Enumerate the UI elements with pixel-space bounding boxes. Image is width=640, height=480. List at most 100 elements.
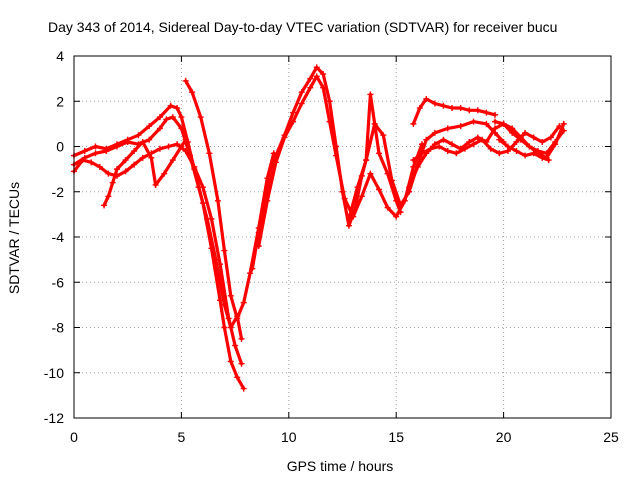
data-point <box>131 161 138 168</box>
data-point <box>363 157 370 164</box>
data-point <box>418 150 425 157</box>
data-point <box>182 148 189 155</box>
data-point <box>487 145 494 152</box>
x-tick-label: 5 <box>178 429 186 445</box>
y-tick-label: -10 <box>44 365 64 381</box>
data-point <box>178 114 185 121</box>
data-point <box>449 105 456 112</box>
data-point <box>249 265 256 272</box>
data-point <box>124 138 131 145</box>
data-point <box>440 136 447 143</box>
data-point <box>479 136 486 143</box>
data-point <box>161 170 168 177</box>
series-track-4 <box>102 138 188 207</box>
data-point <box>513 148 520 155</box>
data-point <box>79 157 86 164</box>
data-point <box>530 150 537 157</box>
data-point <box>240 299 247 306</box>
data-point <box>326 98 333 105</box>
data-point <box>255 243 262 250</box>
data-point <box>376 150 383 157</box>
data-point <box>423 136 430 143</box>
data-point <box>281 134 288 141</box>
data-point <box>380 132 387 139</box>
data-point <box>397 202 404 209</box>
data-point <box>376 186 383 193</box>
y-axis-label: SDTVAR / TECUs <box>6 182 22 294</box>
data-point <box>492 125 499 132</box>
data-point <box>410 157 417 164</box>
data-point <box>232 342 239 349</box>
data-point <box>517 134 524 141</box>
grid-lines <box>74 56 611 418</box>
data-series <box>71 64 567 392</box>
data-point <box>163 116 170 123</box>
data-point <box>234 315 241 322</box>
data-point <box>148 154 155 161</box>
data-point <box>146 136 153 143</box>
data-point <box>178 143 185 150</box>
data-point <box>345 215 352 222</box>
data-point <box>393 213 400 220</box>
data-point <box>492 111 499 118</box>
y-tick-label: 4 <box>56 48 64 64</box>
data-point <box>109 179 116 186</box>
data-point <box>290 109 297 116</box>
data-point <box>139 154 146 161</box>
data-point <box>492 118 499 125</box>
data-point <box>113 166 120 173</box>
data-point <box>227 358 234 365</box>
data-point <box>320 71 327 78</box>
data-point <box>131 148 138 155</box>
data-point <box>189 89 196 96</box>
data-point <box>423 95 430 102</box>
data-point <box>500 120 507 127</box>
data-point <box>208 215 215 222</box>
data-point <box>169 114 176 121</box>
data-point <box>247 270 254 277</box>
data-point <box>504 143 511 150</box>
data-point <box>410 120 417 127</box>
data-point <box>290 118 297 125</box>
x-axis-label: GPS time / hours <box>287 458 394 474</box>
data-point <box>406 184 413 191</box>
data-point <box>174 141 181 148</box>
data-point <box>122 168 129 175</box>
data-point <box>272 159 279 166</box>
data-point <box>206 150 213 157</box>
data-point <box>496 150 503 157</box>
data-point <box>182 77 189 84</box>
data-point <box>560 120 567 127</box>
data-point <box>174 105 181 112</box>
data-point <box>105 170 112 177</box>
data-point <box>81 148 88 155</box>
data-point <box>384 204 391 211</box>
data-point <box>92 150 99 157</box>
y-tick-label: -4 <box>52 229 65 245</box>
data-point <box>427 145 434 152</box>
data-point <box>483 109 490 116</box>
data-point <box>539 138 546 145</box>
data-point <box>466 138 473 145</box>
data-point <box>135 132 142 139</box>
data-point <box>388 177 395 184</box>
data-point <box>96 163 103 170</box>
y-tick-label: -2 <box>52 184 65 200</box>
data-point <box>530 134 537 141</box>
data-point <box>483 120 490 127</box>
data-point <box>298 89 305 96</box>
y-tick-label: -6 <box>52 274 65 290</box>
data-point <box>444 125 451 132</box>
data-point <box>238 360 245 367</box>
x-tick-label: 0 <box>70 429 78 445</box>
data-point <box>225 315 232 322</box>
y-tick-label: -8 <box>52 320 65 336</box>
data-point <box>178 125 185 132</box>
data-point <box>496 136 503 143</box>
data-point <box>313 73 320 80</box>
series-track-2 <box>72 115 244 341</box>
data-point <box>461 145 468 152</box>
data-point <box>436 143 443 150</box>
data-point <box>547 134 554 141</box>
